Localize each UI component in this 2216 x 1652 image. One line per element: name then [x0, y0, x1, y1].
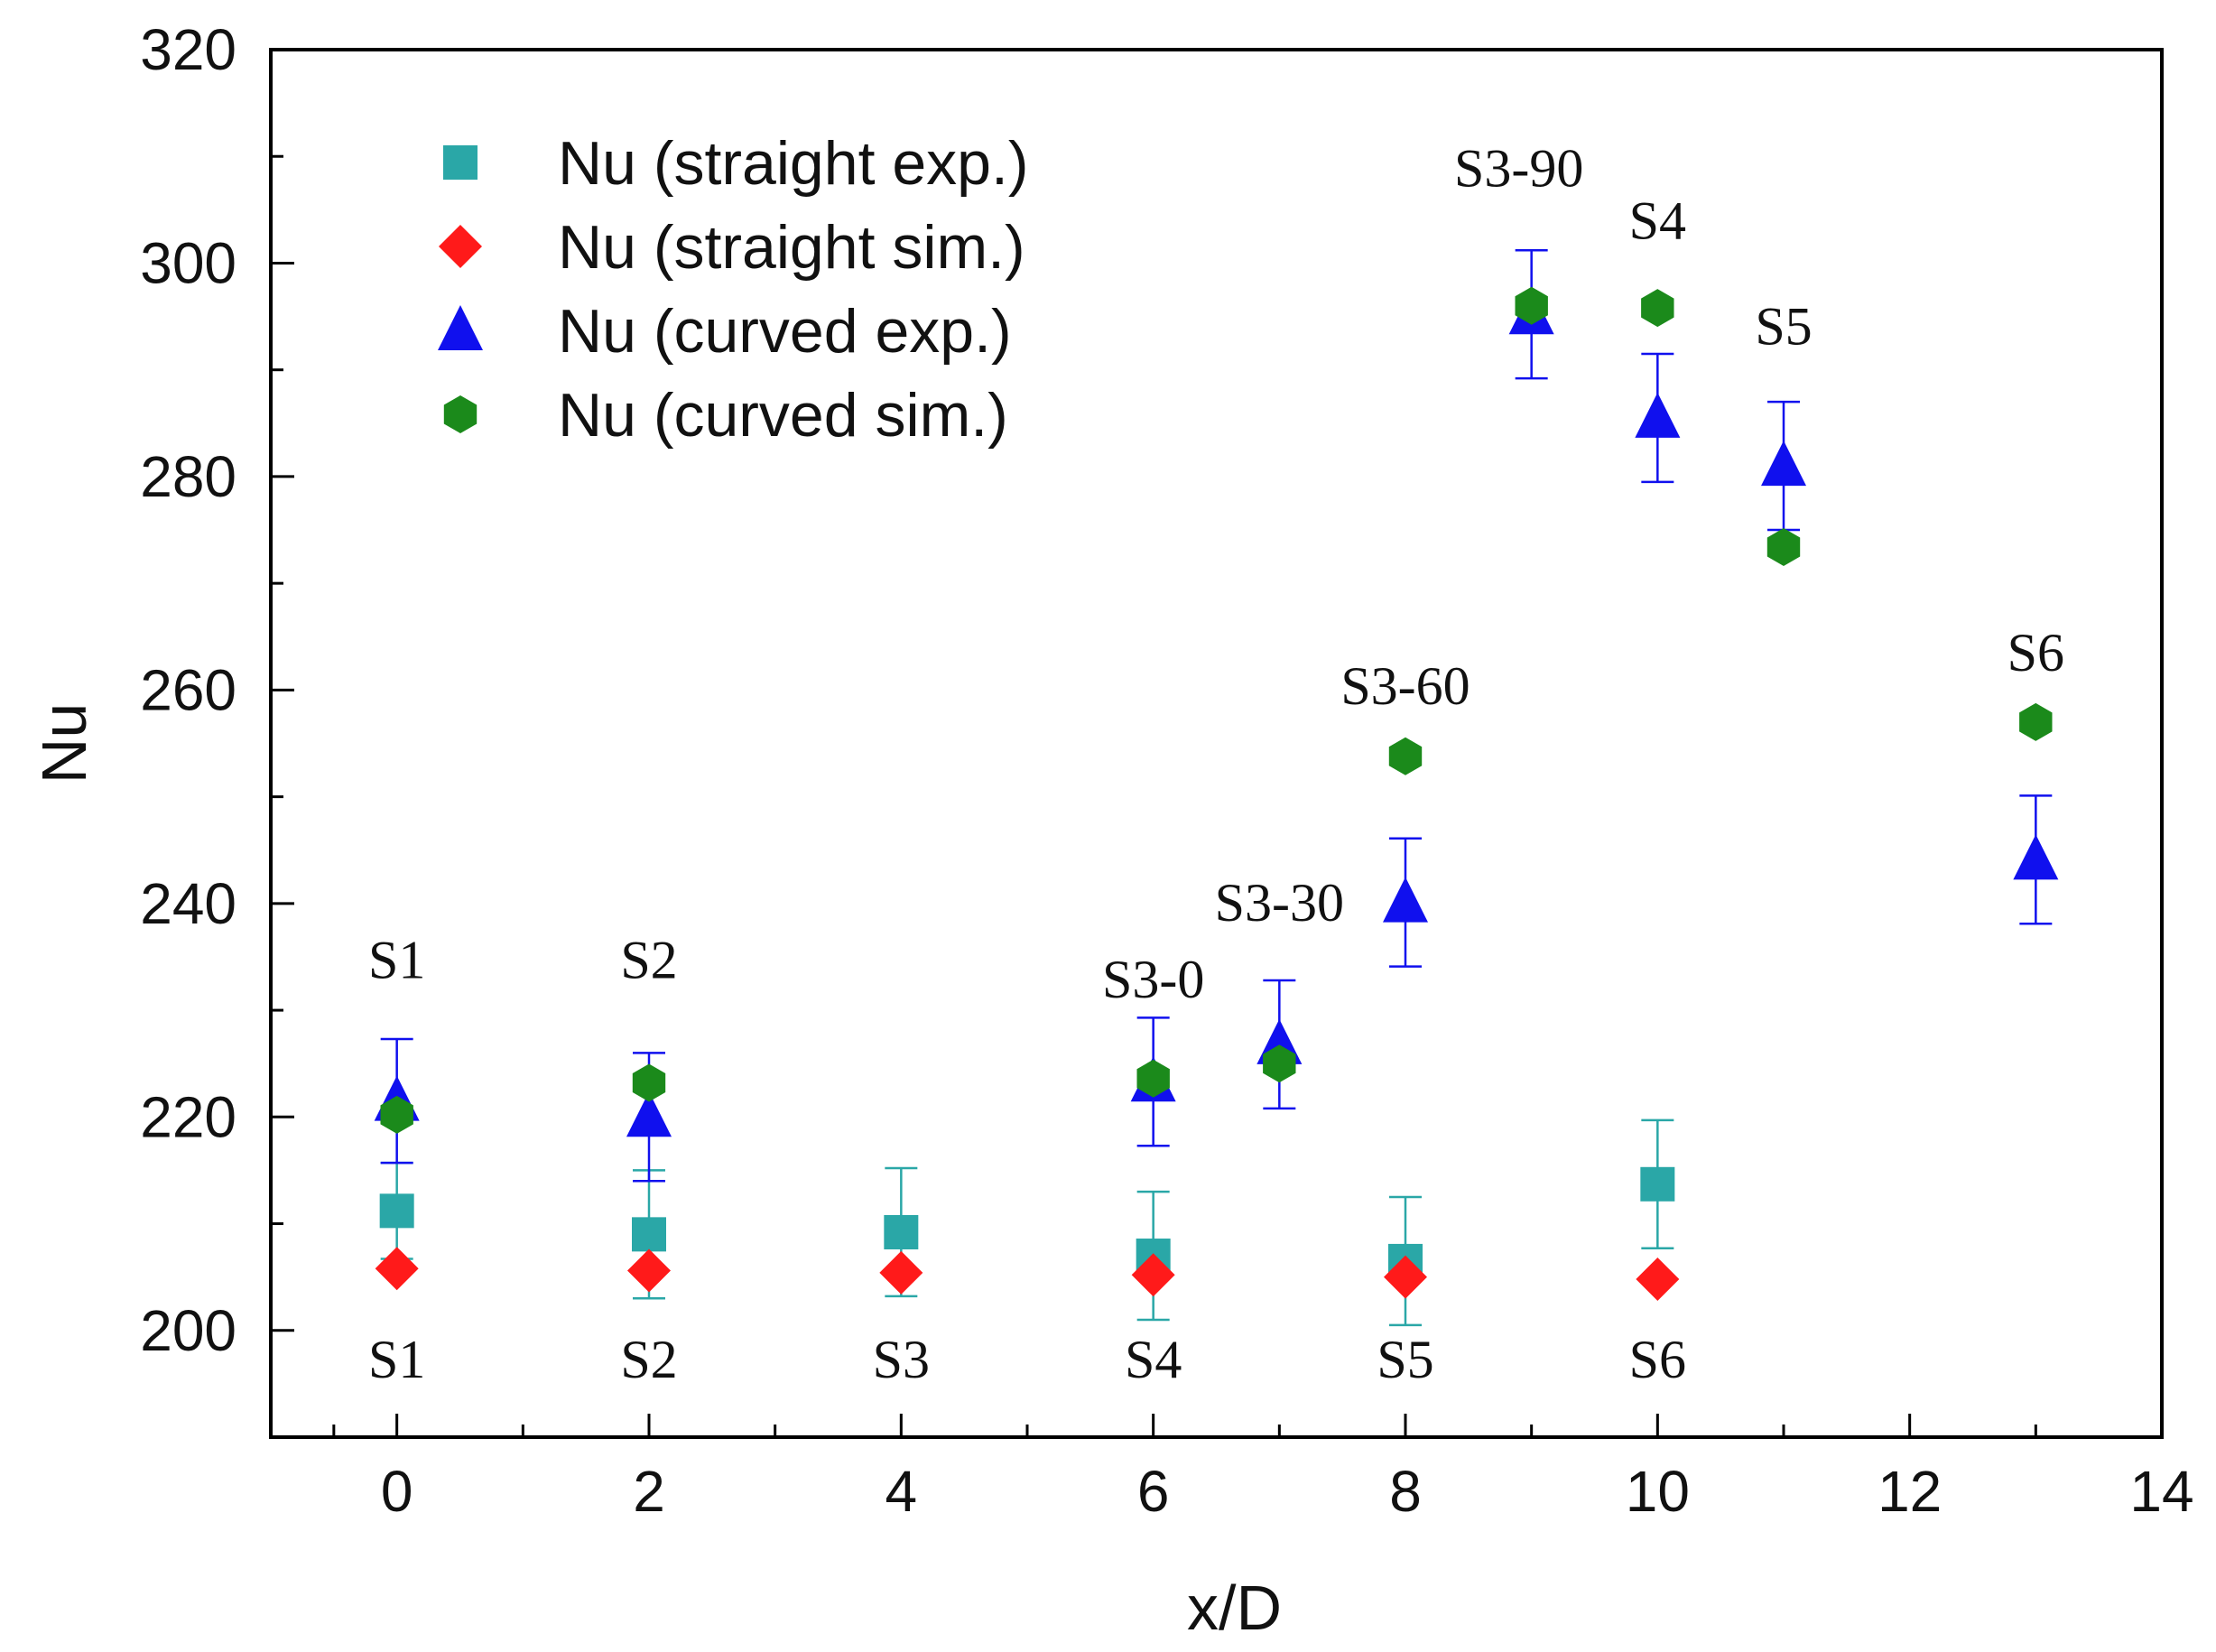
annotation-label: S3-90 — [1454, 138, 1583, 198]
legend: Nu (straight exp.) Nu (straight sim.) Nu (… — [438, 129, 1029, 450]
data-point-hexagon — [1641, 289, 1674, 328]
legend-label: Nu (curved exp.) — [558, 297, 1012, 366]
data-point-diamond — [375, 1247, 419, 1291]
station-label: S2 — [620, 1330, 677, 1389]
y-axis-title: Nu — [29, 703, 99, 784]
annotation-label: S3-30 — [1215, 873, 1344, 933]
data-point-hexagon — [1263, 1044, 1296, 1083]
data-point-hexagon — [380, 1095, 413, 1134]
x-tick-label: 2 — [633, 1459, 665, 1524]
data-point-hexagon — [1136, 1059, 1170, 1098]
y-tick-label: 200 — [140, 1298, 236, 1363]
annotation-label: S4 — [1629, 190, 1686, 250]
x-tick-label: 0 — [381, 1459, 413, 1524]
legend-marker-hexagon — [443, 395, 478, 433]
legend-marker-diamond — [439, 225, 482, 268]
annotation-label: S2 — [620, 931, 677, 990]
x-tick-label: 12 — [1878, 1459, 1942, 1524]
data-point-diamond — [1384, 1255, 1427, 1299]
data-point-hexagon — [1766, 528, 1801, 566]
annotation-label: S3-0 — [1102, 950, 1204, 1009]
plot-area: 0 2 4 6 8 10 12 14 200 220 240 260 280 300 320 S1 S2 S3-0… — [140, 17, 2193, 1524]
y-tick-label: 240 — [140, 871, 236, 936]
y-tick-label: 300 — [140, 230, 236, 295]
data-point-triangle — [2013, 834, 2059, 880]
data-point-diamond — [627, 1248, 671, 1293]
data-point-hexagon — [1515, 286, 1548, 325]
data-point-diamond — [1131, 1253, 1175, 1297]
legend-label: Nu (straight exp.) — [558, 129, 1029, 198]
legend-label: Nu (straight sim.) — [558, 213, 1025, 282]
legend-marker-square — [443, 145, 478, 180]
station-label: S1 — [368, 1330, 425, 1389]
x-tick-label: 6 — [1137, 1459, 1170, 1524]
plot-frame — [269, 48, 2164, 1439]
y-tick-label: 280 — [140, 444, 236, 509]
x-axis-title: x/D — [1187, 1573, 1282, 1643]
annotation-label: S3-60 — [1340, 656, 1470, 716]
data-point-square — [884, 1214, 919, 1249]
station-label: S3 — [873, 1330, 930, 1389]
legend-label: Nu (curved sim.) — [558, 381, 1008, 450]
y-tick-label: 220 — [140, 1084, 236, 1149]
x-tick-label: 8 — [1389, 1459, 1422, 1524]
annotation-label: S5 — [1755, 296, 1812, 356]
data-point-triangle — [626, 1091, 672, 1137]
annotation-label: S6 — [2007, 623, 2064, 682]
legend-marker-triangle — [438, 305, 483, 350]
data-point-triangle — [1383, 877, 1428, 923]
data-point-diamond — [879, 1250, 923, 1295]
station-label: S4 — [1125, 1330, 1182, 1389]
data-point-triangle — [1635, 392, 1681, 438]
data-point-diamond — [1636, 1258, 1680, 1302]
data-point-hexagon — [632, 1063, 666, 1102]
data-point-square — [379, 1193, 414, 1229]
data-point-square — [1640, 1166, 1675, 1202]
x-tick-label: 14 — [2129, 1459, 2193, 1524]
data-point-hexagon — [2019, 702, 2053, 741]
station-label: S6 — [1629, 1330, 1686, 1389]
station-label: S5 — [1377, 1330, 1433, 1389]
y-tick-label: 260 — [140, 657, 236, 722]
x-tick-label: 4 — [885, 1459, 918, 1524]
annotation-label: S1 — [368, 931, 425, 990]
y-tick-label: 320 — [140, 17, 236, 82]
x-tick-label: 10 — [1626, 1459, 1690, 1524]
data-point-triangle — [1761, 441, 1806, 487]
data-point-square — [632, 1217, 666, 1252]
data-point-hexagon — [1388, 737, 1423, 775]
